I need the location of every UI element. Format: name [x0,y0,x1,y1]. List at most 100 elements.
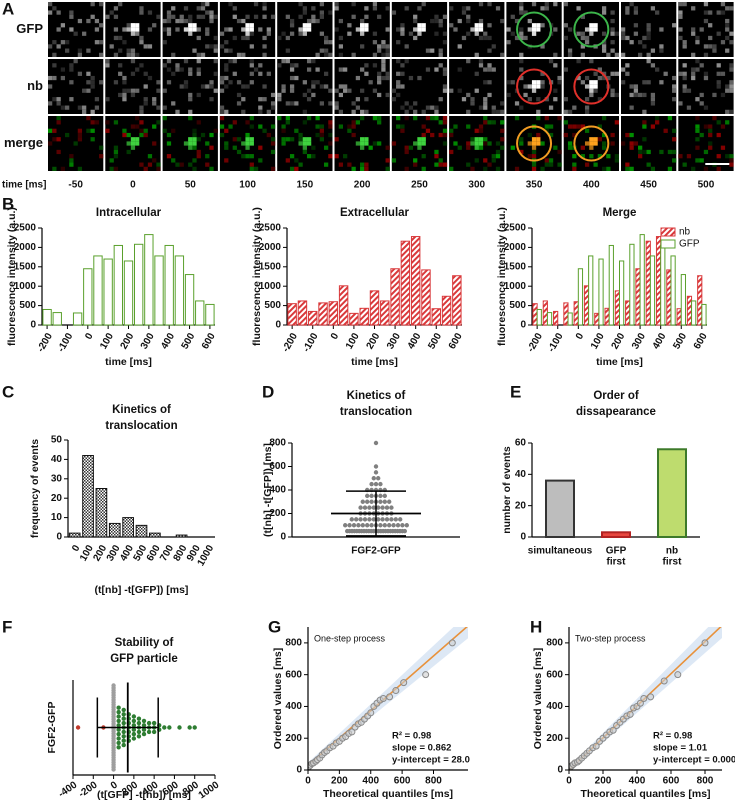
pixel [614,92,619,98]
data-point [141,727,147,732]
pixel [298,137,303,142]
pixel [245,35,250,41]
pixel [90,137,95,142]
pixel [77,132,83,138]
pixel [580,44,585,49]
pixel [391,141,397,146]
panel-label: G [268,617,281,636]
pixel [175,63,180,68]
pixel [86,80,91,85]
pixel [118,48,123,53]
pixel [597,154,602,159]
bright-spot [249,137,254,142]
bright-spot [527,141,532,146]
data-point [151,720,157,726]
pixel [396,116,401,121]
bar [553,310,559,326]
pixel [245,154,250,159]
pixel [285,101,290,106]
pixel [205,162,210,167]
pixel [69,14,74,19]
chart-title: translocation [340,406,412,418]
pixel [130,71,136,76]
pixel [56,44,61,49]
pixel [56,10,61,15]
pixel [576,59,581,64]
pixel [166,27,172,32]
pixel [457,44,462,49]
pixel [442,120,448,125]
pixel [682,162,687,167]
pixel [113,35,119,41]
bright-spot [584,141,590,146]
pixel [563,23,568,28]
pixel [162,88,167,93]
pixel [682,40,687,45]
pixel [99,145,104,150]
pixel [474,88,479,93]
pixel [597,75,602,81]
legend-label: nb [679,227,691,238]
bar [135,524,148,538]
pixel [491,158,496,163]
pixel [351,120,356,125]
pixel [381,63,386,68]
pixel [580,31,585,36]
pixel [621,52,626,57]
pixel [470,97,475,102]
pixel [413,18,418,24]
pixel [720,92,726,98]
pixel [236,52,242,57]
time-value: 50 [185,180,197,191]
pixel [385,145,390,150]
data-point [136,716,142,721]
pixel [219,80,225,85]
x-axis-label: (t[nb] -t[GFP]) [ms] [95,584,189,596]
pixel [245,120,250,125]
bright-spot [249,27,254,32]
pixel [109,44,114,49]
pixel [52,166,57,171]
pixel [152,124,157,129]
pixel [258,97,263,102]
data-point [378,493,383,499]
pixel [629,105,634,110]
pixel [171,6,176,11]
pixel [725,84,730,89]
pixel [544,6,549,11]
pixel [421,2,426,7]
pixel [281,88,286,93]
pixel [716,84,721,89]
bright-spot [478,141,484,146]
bright-spot [531,23,537,28]
pixel [519,10,524,15]
pixel [73,141,78,146]
pixel [478,124,484,129]
pixel [638,145,643,150]
pixel [179,67,184,72]
pixel [553,145,558,150]
pixel [270,92,276,98]
bar [670,255,676,326]
pixel [621,67,626,72]
pixel [514,101,520,106]
pixel [391,97,397,102]
pixel [86,88,91,93]
pixel [219,88,225,93]
pixel [531,2,537,7]
pixel [347,124,352,129]
bright-spot [183,27,189,32]
chart-title: Extracellular [340,207,410,219]
pixel [601,75,607,81]
pixel [156,80,161,85]
pixel [629,132,634,138]
pixel [601,141,607,146]
x-tick-label: 0 [574,331,587,342]
bar [308,310,318,326]
pixel [548,158,554,163]
pixel [270,105,276,110]
micrograph-tile [105,59,161,114]
pixel [377,92,382,98]
pixel [557,80,562,85]
